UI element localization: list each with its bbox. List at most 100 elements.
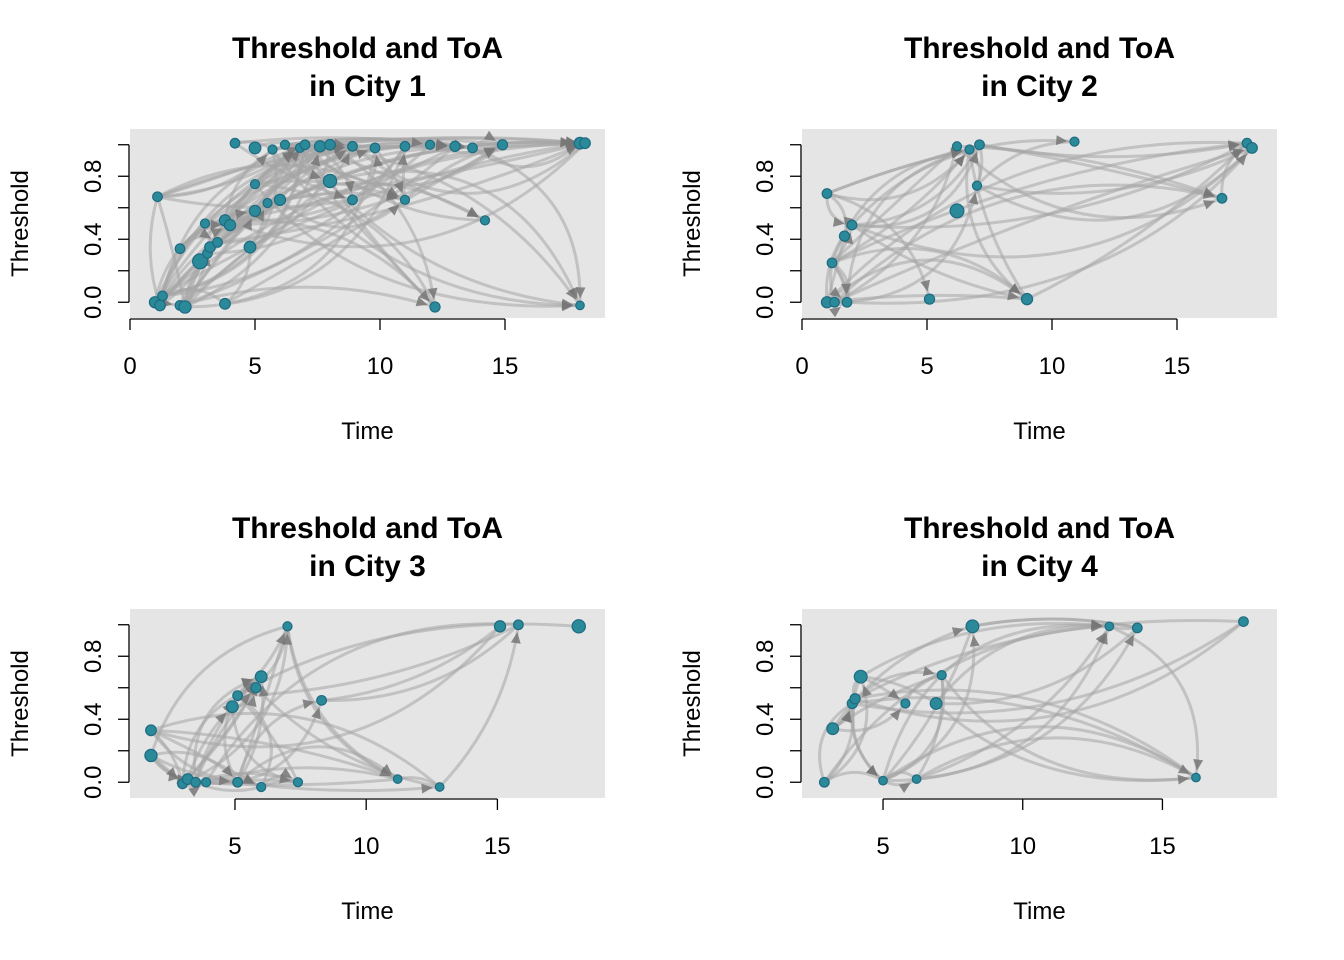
data-point — [424, 139, 436, 150]
y-axis: 0.0 0.4 0.8 Threshold — [7, 144, 130, 319]
arrowhead — [188, 786, 201, 797]
edge — [975, 146, 1254, 222]
arrowhead — [421, 783, 433, 794]
y-tick-label: 0.8 — [752, 160, 779, 193]
data-point — [434, 782, 445, 792]
data-point — [838, 230, 851, 242]
arrowhead — [393, 181, 404, 194]
y-tick-label: 0.0 — [80, 766, 107, 799]
y-axis-label: Threshold — [679, 650, 706, 757]
x-tick-label: 10 — [1009, 833, 1036, 860]
arrowhead — [242, 774, 255, 784]
data-point — [496, 139, 509, 151]
arrowhead — [397, 153, 408, 166]
edge — [818, 702, 854, 784]
edge — [850, 146, 1254, 259]
data-point — [929, 697, 943, 710]
data-point — [145, 724, 157, 737]
edge — [328, 135, 587, 147]
data-point — [324, 138, 336, 151]
arrowhead — [1235, 153, 1247, 166]
y-tick-label: 0.8 — [80, 640, 107, 673]
arrowhead — [254, 209, 265, 222]
edge — [825, 147, 971, 202]
arrowhead — [1177, 764, 1190, 775]
edge — [223, 143, 432, 223]
arrowhead — [242, 218, 252, 231]
edge — [825, 192, 931, 301]
nodes — [148, 136, 591, 314]
arrowhead — [862, 685, 872, 698]
arrowhead — [333, 189, 346, 200]
arrowhead — [334, 150, 347, 161]
data-point — [154, 299, 166, 312]
data-point — [579, 137, 591, 150]
edge — [253, 182, 437, 309]
arrowhead — [969, 635, 980, 647]
arrowhead — [1055, 135, 1068, 146]
x-tick-label: 5 — [248, 353, 261, 380]
edge — [853, 688, 1198, 780]
y-tick-label: 0.4 — [80, 703, 107, 736]
arrowhead — [255, 154, 268, 166]
data-point — [144, 748, 158, 763]
edge — [254, 686, 442, 789]
x-tick-label: 15 — [484, 833, 511, 860]
edge — [149, 711, 442, 789]
chart-title: Threshold and ToA — [904, 512, 1175, 545]
arrowhead — [1091, 622, 1103, 633]
data-point — [849, 693, 861, 705]
edge — [833, 183, 1224, 304]
y-axis: 0.0 0.4 0.8 Threshold — [7, 624, 130, 799]
x-tick-label: 15 — [1164, 353, 1191, 380]
arrowhead — [829, 306, 841, 318]
data-point — [853, 669, 868, 684]
edge — [204, 766, 400, 784]
edge — [850, 620, 1245, 715]
data-point — [225, 700, 239, 714]
edge — [845, 146, 1254, 305]
data-point — [949, 203, 965, 219]
data-point — [971, 180, 983, 191]
y-tick-label: 0.8 — [752, 640, 779, 673]
data-point — [479, 215, 491, 226]
arrowhead — [560, 137, 572, 148]
data-point — [292, 777, 304, 788]
edge — [351, 141, 587, 195]
y-axis-label: Threshold — [7, 650, 34, 757]
plot-area — [802, 129, 1277, 318]
edge — [881, 624, 1111, 783]
data-point — [250, 682, 262, 694]
edge — [831, 624, 974, 731]
arrowhead — [302, 699, 315, 710]
arrowhead — [1202, 200, 1215, 210]
edge — [180, 624, 289, 786]
data-point — [223, 218, 237, 232]
x-axis-label: Time — [1013, 898, 1065, 925]
data-point — [219, 297, 231, 310]
data-point — [399, 194, 411, 206]
data-point — [826, 257, 838, 269]
edge — [822, 770, 885, 784]
data-point — [399, 140, 411, 152]
nodes — [144, 619, 586, 793]
arrowhead — [832, 216, 845, 227]
arrowhead — [920, 279, 931, 292]
x-axis: 5 10 15 Time — [876, 798, 1176, 925]
arrowhead — [221, 765, 233, 777]
data-point — [1020, 292, 1034, 306]
arrowhead — [282, 633, 293, 645]
arrowhead — [922, 666, 935, 676]
data-point — [267, 144, 278, 155]
x-tick-label: 10 — [353, 833, 380, 860]
arrowhead — [575, 287, 586, 299]
edge — [881, 623, 1111, 783]
x-tick-label: 0 — [123, 353, 136, 380]
arrowhead — [239, 693, 251, 705]
arrowhead — [1230, 148, 1242, 160]
x-tick-label: 5 — [228, 833, 241, 860]
data-point — [199, 218, 211, 229]
data-point — [575, 300, 585, 311]
